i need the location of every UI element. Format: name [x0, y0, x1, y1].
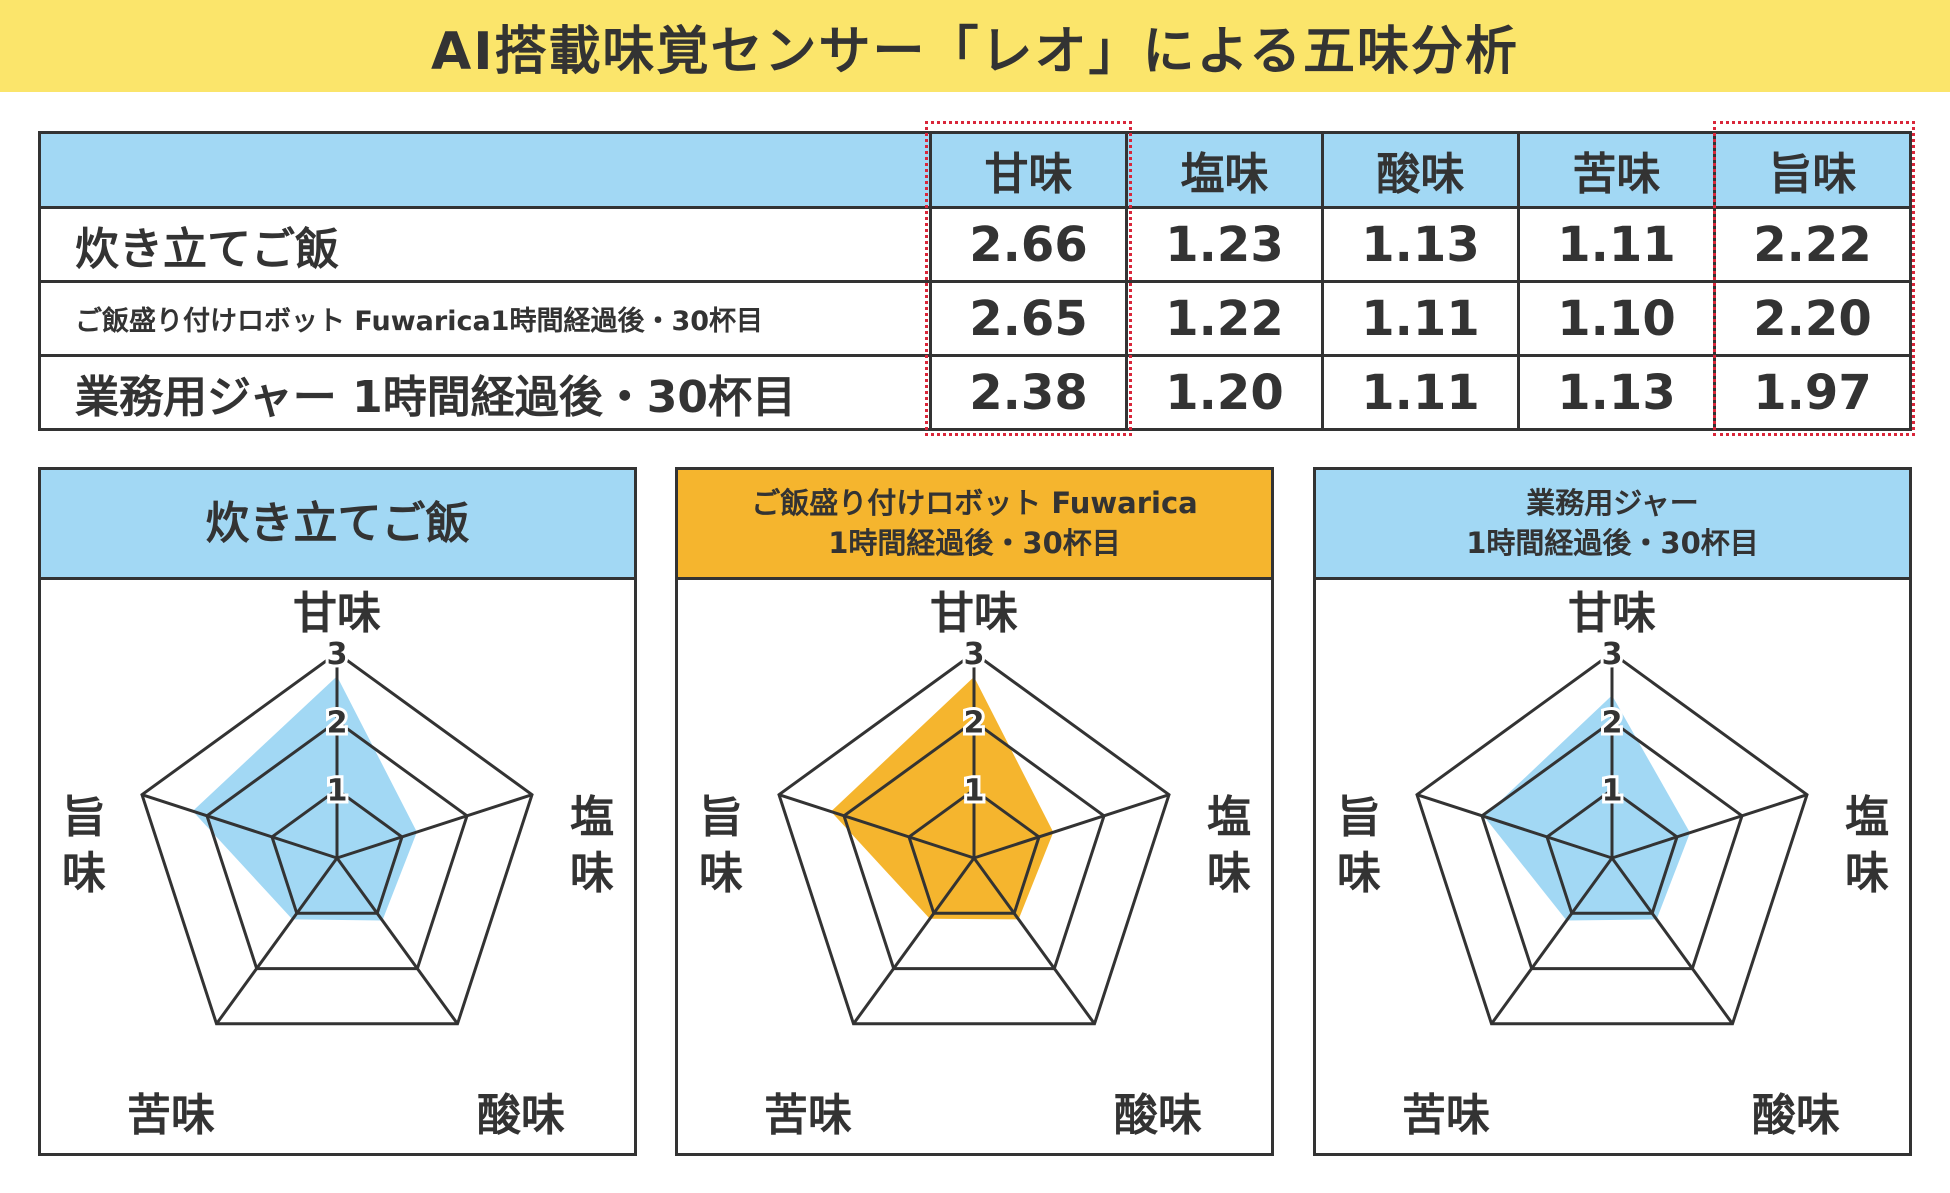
radar-tick-label: 1: [964, 774, 985, 809]
radar-spoke-sour: [1610, 857, 1734, 1025]
radar-grid-ring: [1545, 787, 1679, 915]
radar-tick-label: 1: [1602, 774, 1623, 809]
axis-label-sour: 酸味: [1752, 1090, 1840, 1141]
sweet-column-highlight: [925, 121, 1132, 436]
row-label: 炊き立てご飯: [38, 206, 932, 283]
radar-spoke-sour: [972, 857, 1096, 1025]
value-cell: 1.11: [1321, 354, 1520, 431]
radar-spoke-bitter: [852, 857, 976, 1025]
value-cell: 1.22: [1125, 280, 1324, 357]
value-cell: 1.10: [1517, 280, 1716, 357]
radar-grid-ring: [140, 651, 534, 1026]
value-cell: 1.23: [1125, 206, 1324, 283]
radar-tick-label: 3: [1602, 637, 1623, 672]
axis-label-sweet: 甘味: [1568, 588, 1656, 639]
panel-header: 業務用ジャー 1時間経過後・30杯目: [1316, 470, 1909, 580]
value-cell: 1.11: [1321, 280, 1520, 357]
table-header-row: 甘味 塩味 酸味 苦味 旨味: [38, 131, 1912, 209]
radar-grid-ring: [907, 787, 1041, 915]
axis-label-salty: 塩味: [1207, 792, 1251, 899]
radar-spoke-umami: [778, 793, 975, 860]
radar-grid-ring: [777, 651, 1171, 1026]
value-cell: 1.11: [1517, 206, 1716, 283]
header-sour: 酸味: [1321, 131, 1520, 209]
umami-column-highlight: [1713, 121, 1915, 436]
score-table: 甘味 塩味 酸味 苦味 旨味 炊き立てご飯 2.66 1.23 1.13 1.1…: [38, 131, 1912, 431]
panel-subtitle: 1時間経過後・30杯目: [1466, 525, 1759, 560]
radar-spoke-sour: [335, 857, 459, 1025]
axis-label-bitter: 苦味: [764, 1090, 852, 1141]
value-cell: 2.38: [929, 354, 1128, 431]
table-row: 炊き立てご飯 2.66 1.23 1.13 1.11 2.22: [38, 206, 1912, 283]
axis-label-salty: 塩味: [570, 792, 614, 899]
panel-title: 炊き立てご飯: [205, 497, 470, 549]
radar-grid-ring: [842, 719, 1106, 971]
radar-tick-label: 3: [327, 637, 348, 672]
radar-panel-3: 業務用ジャー 1時間経過後・30杯目 1 2 3 甘味酸味 苦味 塩味 旨味: [1313, 467, 1912, 1156]
value-cell: 1.13: [1321, 206, 1520, 283]
radar-grid-ring: [1480, 719, 1744, 971]
row-label: 業務用ジャー 1時間経過後・30杯目: [38, 354, 932, 431]
radar-tick-label: 2: [327, 705, 348, 740]
table-row: 業務用ジャー 1時間経過後・30杯目 2.38 1.20 1.11 1.13 1…: [38, 354, 1912, 431]
radar-grid-ring: [205, 719, 469, 971]
radar-panel-1: 炊き立てご飯 1 2 3 甘味酸味 苦味 塩味 旨味: [38, 467, 637, 1156]
radar-data-area: [192, 676, 417, 921]
axis-label-umami: 旨味: [1337, 792, 1381, 899]
value-cell: 2.65: [929, 280, 1128, 357]
row-label: ご飯盛り付けロボット Fuwarica1時間経過後・30杯目: [38, 280, 932, 357]
header-umami: 旨味: [1713, 131, 1912, 209]
axis-label-salty: 塩味: [1845, 792, 1889, 899]
page-title: AI搭載味覚センサー「レオ」による五味分析: [430, 21, 1520, 82]
radar-spoke-salty: [336, 793, 533, 860]
axis-label-bitter: 苦味: [127, 1090, 215, 1141]
axis-label-sweet: 甘味: [293, 588, 381, 639]
panel-header: ご飯盛り付けロボット Fuwarica 1時間経過後・30杯目: [678, 470, 1271, 580]
panel-title: ご飯盛り付けロボット Fuwarica: [751, 486, 1198, 521]
radar-tick-label: 3: [964, 637, 985, 672]
value-cell: 2.20: [1713, 280, 1912, 357]
radar-tick-label: 1: [327, 774, 348, 809]
radar-grid-ring: [1415, 651, 1809, 1026]
radar-tick-label: 2: [964, 705, 985, 740]
radar-spoke-umami: [141, 793, 338, 860]
header-sweet: 甘味: [929, 131, 1128, 209]
table-row: ご飯盛り付けロボット Fuwarica1時間経過後・30杯目 2.65 1.22…: [38, 280, 1912, 357]
title-bar: AI搭載味覚センサー「レオ」による五味分析: [0, 0, 1950, 92]
radar-spoke-umami: [1416, 793, 1613, 860]
value-cell: 1.13: [1517, 354, 1716, 431]
radar-spoke-bitter: [1490, 857, 1614, 1025]
value-cell: 1.97: [1713, 354, 1912, 431]
axis-label-sour: 酸味: [1114, 1090, 1202, 1141]
axis-label-bitter: 苦味: [1402, 1090, 1490, 1141]
value-cell: 1.20: [1125, 354, 1324, 431]
value-cell: 2.22: [1713, 206, 1912, 283]
radar-spoke-bitter: [215, 857, 339, 1025]
radar-spoke-salty: [973, 793, 1170, 860]
axis-label-umami: 旨味: [699, 792, 743, 899]
value-cell: 2.66: [929, 206, 1128, 283]
panel-header: 炊き立てご飯: [41, 470, 634, 580]
header-bitter: 苦味: [1517, 131, 1716, 209]
panel-title: 業務用ジャー: [1526, 486, 1699, 521]
radar-tick-label: 2: [1602, 705, 1623, 740]
axis-label-sweet: 甘味: [930, 588, 1018, 639]
radar-spoke-salty: [1611, 793, 1808, 860]
header-blank-cell: [38, 131, 932, 209]
radar-grid-ring: [270, 787, 404, 915]
axis-label-umami: 旨味: [62, 792, 106, 899]
axis-label-sour: 酸味: [477, 1090, 565, 1141]
radar-panel-2: ご飯盛り付けロボット Fuwarica 1時間経過後・30杯目 1 2 3 甘味酸味 苦…: [675, 467, 1274, 1156]
panel-subtitle: 1時間経過後・30杯目: [828, 525, 1121, 560]
header-salty: 塩味: [1125, 131, 1324, 209]
